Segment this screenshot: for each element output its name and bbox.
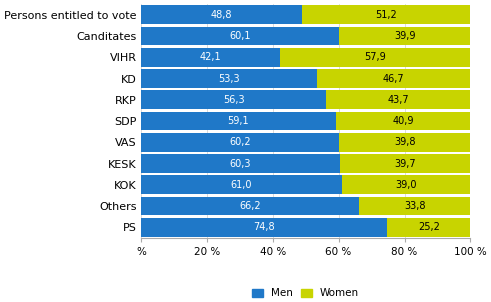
Text: 48,8: 48,8: [211, 10, 232, 20]
Text: 56,3: 56,3: [223, 95, 245, 105]
Text: 39,7: 39,7: [394, 159, 416, 169]
Bar: [141, 197, 359, 215]
Text: 33,8: 33,8: [404, 201, 426, 211]
Text: 39,9: 39,9: [394, 31, 415, 41]
Bar: [279, 48, 470, 67]
Text: 57,9: 57,9: [364, 52, 386, 62]
Bar: [342, 175, 470, 194]
Bar: [141, 48, 279, 67]
Text: 59,1: 59,1: [227, 116, 249, 126]
Bar: [141, 154, 340, 173]
Text: 43,7: 43,7: [387, 95, 409, 105]
Bar: [359, 197, 470, 215]
Bar: [141, 175, 342, 194]
Text: 51,2: 51,2: [375, 10, 397, 20]
Bar: [317, 69, 470, 88]
Bar: [141, 5, 301, 24]
Text: 40,9: 40,9: [392, 116, 414, 126]
Text: 25,2: 25,2: [418, 222, 440, 232]
Text: 74,8: 74,8: [253, 222, 275, 232]
Text: 42,1: 42,1: [199, 52, 221, 62]
Bar: [339, 27, 470, 45]
Bar: [387, 218, 470, 237]
Text: 53,3: 53,3: [218, 74, 240, 84]
Text: 60,1: 60,1: [229, 31, 250, 41]
Bar: [327, 90, 470, 109]
Bar: [301, 5, 470, 24]
Bar: [141, 90, 327, 109]
Text: 46,7: 46,7: [382, 74, 404, 84]
Text: 39,0: 39,0: [395, 180, 417, 190]
Bar: [141, 69, 317, 88]
Text: 39,8: 39,8: [394, 137, 415, 147]
Text: 60,2: 60,2: [229, 137, 251, 147]
Bar: [141, 112, 336, 130]
Text: 61,0: 61,0: [231, 180, 252, 190]
Bar: [336, 112, 470, 130]
Bar: [141, 133, 339, 152]
Bar: [141, 27, 339, 45]
Legend: Men, Women: Men, Women: [252, 288, 359, 298]
Bar: [339, 133, 470, 152]
Bar: [141, 218, 387, 237]
Bar: [340, 154, 470, 173]
Text: 66,2: 66,2: [239, 201, 261, 211]
Text: 60,3: 60,3: [229, 159, 251, 169]
